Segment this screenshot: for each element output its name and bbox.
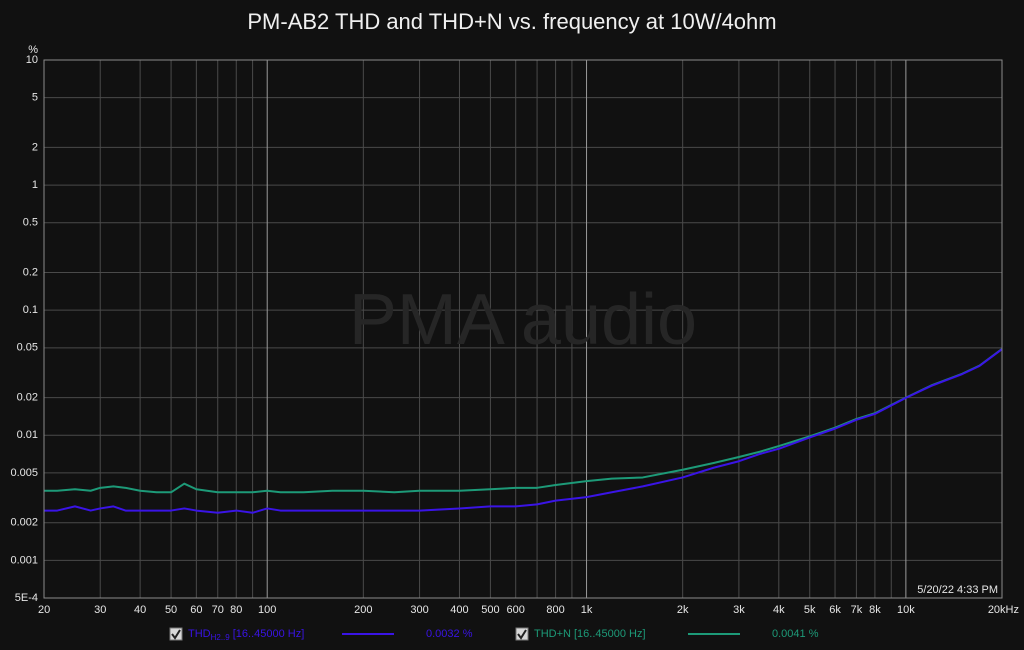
x-tick-label: 5k bbox=[804, 604, 816, 616]
x-tick-label: 4k bbox=[773, 604, 785, 616]
x-tick-label: 60 bbox=[190, 604, 202, 616]
y-tick-label: 0.2 bbox=[23, 266, 38, 278]
x-tick-label: 1k bbox=[581, 604, 593, 616]
x-tick-label: 30 bbox=[94, 604, 106, 616]
y-tick-label: 0.5 bbox=[23, 217, 38, 229]
x-tick-label: 400 bbox=[450, 604, 468, 616]
series-line bbox=[44, 348, 1003, 494]
chart-title: PM-AB2 THD and THD+N vs. frequency at 10… bbox=[247, 9, 776, 34]
plot-frame bbox=[43, 59, 1003, 599]
x-tick-label: 800 bbox=[546, 604, 564, 616]
x-tick-label: 8k bbox=[869, 604, 881, 616]
y-tick-label: 10 bbox=[26, 54, 38, 66]
legend-range: [16..45000 Hz] bbox=[574, 628, 646, 640]
x-tick-label: 70 bbox=[212, 604, 224, 616]
legend-label: THDH2..9 [16..45000 Hz] bbox=[188, 628, 304, 642]
x-tick-label: 600 bbox=[507, 604, 525, 616]
y-tick-label: 5 bbox=[32, 92, 38, 104]
x-tick-label: 3k bbox=[733, 604, 745, 616]
x-tick-label: 100 bbox=[258, 604, 276, 616]
x-tick-label: 6k bbox=[829, 604, 841, 616]
y-tick-label: 1 bbox=[32, 179, 38, 191]
legend-checkmark bbox=[517, 629, 527, 640]
legend-name: THD bbox=[188, 628, 211, 640]
x-tick-label: 50 bbox=[165, 604, 177, 616]
x-tick-label: 300 bbox=[410, 604, 428, 616]
legend-name: THD+N bbox=[534, 628, 571, 640]
y-tick-label: 0.01 bbox=[17, 429, 38, 441]
y-tick-label: 0.1 bbox=[23, 304, 38, 316]
x-tick-label: 20 bbox=[38, 604, 50, 616]
legend-reading: 0.0041 % bbox=[772, 628, 819, 640]
x-tick-label: 500 bbox=[481, 604, 499, 616]
x-tick-label: 40 bbox=[134, 604, 146, 616]
legend-checkmark bbox=[171, 629, 181, 640]
legend-label: THD+N [16..45000 Hz] bbox=[534, 628, 646, 640]
x-tick-label: 80 bbox=[230, 604, 242, 616]
y-tick-label: 5E-4 bbox=[15, 592, 38, 604]
legend-reading: 0.0032 % bbox=[426, 628, 473, 640]
x-tick-label: 200 bbox=[354, 604, 372, 616]
lines bbox=[44, 348, 1003, 514]
x-tick-label: 20kHz bbox=[988, 604, 1019, 616]
y-axis-label: % bbox=[28, 44, 38, 56]
y-tick-label: 0.02 bbox=[17, 392, 38, 404]
x-tick-label: 10k bbox=[897, 604, 915, 616]
legend-name-sub: H2..9 bbox=[211, 633, 231, 642]
y-tick-label: 2 bbox=[32, 141, 38, 153]
timestamp: 5/20/22 4:33 PM bbox=[917, 584, 998, 596]
series-line bbox=[44, 348, 1003, 514]
x-tick-label: 7k bbox=[851, 604, 863, 616]
y-tick-label: 0.002 bbox=[10, 517, 38, 529]
y-tick-label: 0.001 bbox=[10, 554, 38, 566]
legend: THDH2..9 [16..45000 Hz] 0.0032 % THD+N [16..… bbox=[169, 627, 819, 642]
watermark: PMA audio bbox=[349, 280, 697, 360]
legend-range: [16..45000 Hz] bbox=[233, 628, 305, 640]
x-tick-label: 2k bbox=[677, 604, 689, 616]
y-tick-label: 0.05 bbox=[17, 342, 38, 354]
y-tick-label: 0.005 bbox=[10, 467, 38, 479]
